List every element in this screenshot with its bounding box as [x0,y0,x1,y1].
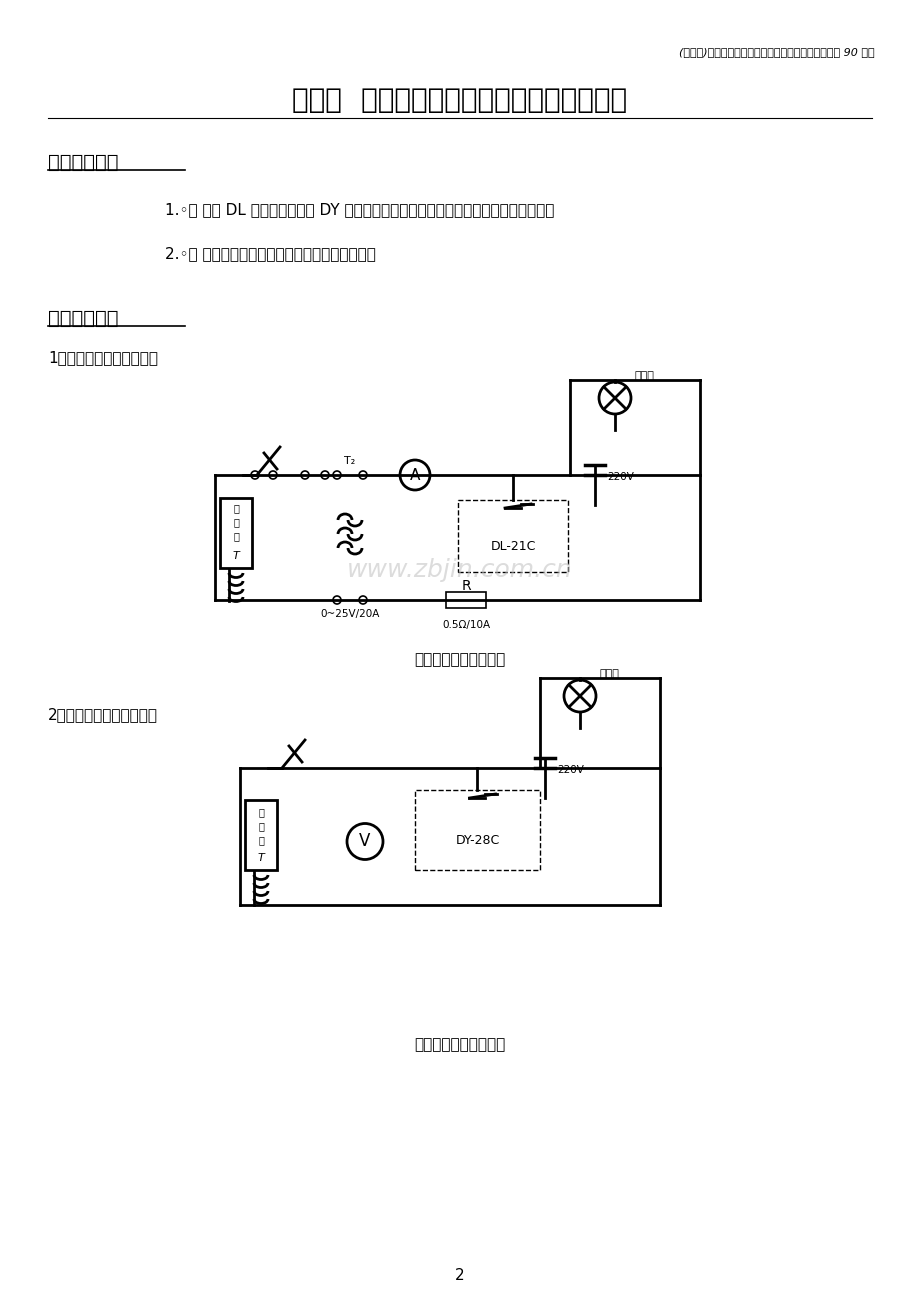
Text: 压: 压 [258,822,264,831]
Text: (完整版)大工《电力系统继电保护实验》实验报告完整 90 分版: (完整版)大工《电力系统继电保护实验》实验报告完整 90 分版 [678,47,874,57]
Text: 220V: 220V [556,766,584,775]
Bar [458,500,567,572]
Text: 一、实验目的: 一、实验目的 [48,152,119,172]
Text: 光示牌: 光示牌 [634,371,654,381]
Circle shape [358,471,367,479]
Text: T₂: T₂ [344,456,356,466]
Text: 器: 器 [258,835,264,845]
Text: 2: 2 [455,1268,464,1282]
Text: 220V: 220V [607,473,633,482]
Circle shape [333,471,341,479]
Text: 实验一  电磁型电流继电器和电压继电器实验: 实验一 电磁型电流继电器和电压继电器实验 [292,86,627,115]
Circle shape [346,823,382,859]
Circle shape [358,596,367,604]
Text: 器: 器 [233,531,239,542]
Text: T: T [257,853,264,863]
Text: 1.◦点 熟悉 DL 型电流继电器和 DY 型电压继电器的的实际结构，工作原理、基本特性；: 1.◦点 熟悉 DL 型电流继电器和 DY 型电压继电器的的实际结构，工作原理、… [165,203,554,217]
Circle shape [301,471,309,479]
Circle shape [268,471,277,479]
Circle shape [333,596,341,604]
Text: V: V [359,832,370,850]
Text: 低压继电器实验接线图: 低压继电器实验接线图 [414,1038,505,1052]
Text: 压: 压 [233,517,239,527]
Circle shape [251,471,259,479]
Text: 过流继电器实验接线图: 过流继电器实验接线图 [414,652,505,668]
Circle shape [563,680,596,712]
Text: DY-28C: DY-28C [455,833,499,846]
Text: R: R [460,579,471,592]
Text: DL-21C: DL-21C [490,539,535,552]
Text: 0~25V/20A: 0~25V/20A [320,609,380,618]
Text: www.zbjin.com.cn: www.zbjin.com.cn [346,559,573,582]
Circle shape [598,381,630,414]
Text: 2。低压继电器实验接线图: 2。低压继电器实验接线图 [48,707,158,723]
Text: A: A [409,467,420,483]
Bar [414,790,539,870]
Text: 光示牌: 光示牌 [599,669,619,680]
Circle shape [400,460,429,490]
Text: 2.◦点 学习动作电流、动作电压参数的整定方法。: 2.◦点 学习动作电流、动作电压参数的整定方法。 [165,246,376,262]
Text: 0.5Ω/10A: 0.5Ω/10A [441,620,490,630]
Circle shape [321,471,329,479]
Text: 二、实验电路: 二、实验电路 [48,309,119,328]
Text: T: T [233,551,239,561]
Text: 调: 调 [233,503,239,513]
Bar [446,592,485,608]
Bar [244,799,277,870]
Text: 调: 调 [258,807,264,816]
Bar [220,497,252,568]
Text: 1．过流继电器实验接线图: 1．过流继电器实验接线图 [48,350,158,366]
